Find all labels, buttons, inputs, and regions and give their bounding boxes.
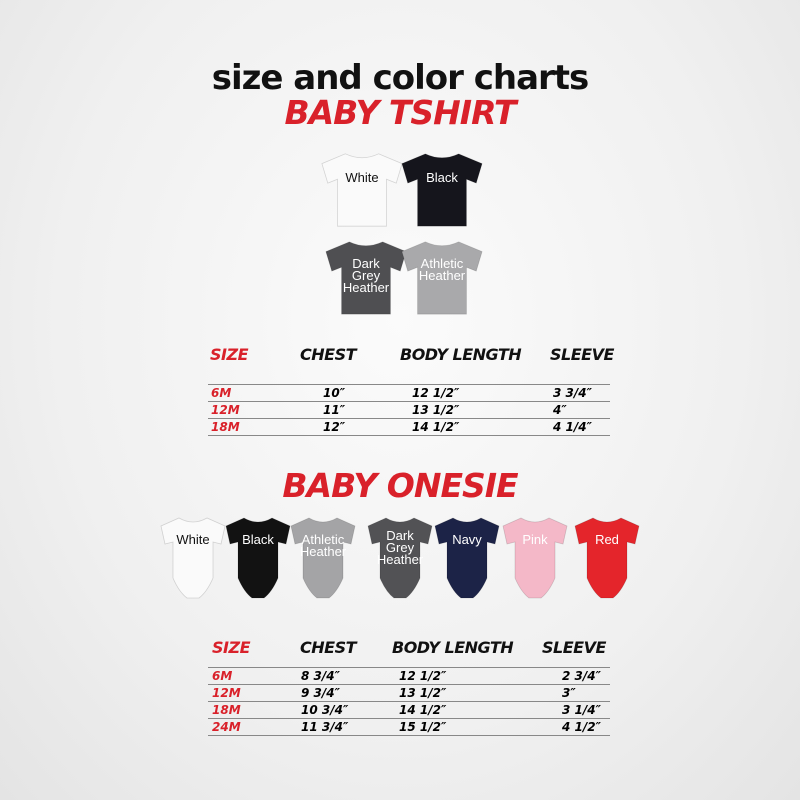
- size-cell: 6M: [212, 669, 233, 683]
- sleeve-cell: 3″: [562, 686, 576, 700]
- body-length-cell: 14 1/2″: [399, 703, 447, 717]
- onesie-shape: [225, 517, 291, 599]
- body-length-cell: 14 1/2″: [412, 420, 460, 434]
- tshirt-shape: [325, 241, 407, 315]
- size-cell: 12M: [211, 403, 240, 417]
- body-length-cell: 15 1/2″: [399, 720, 447, 734]
- tshirt-color-label: Black: [426, 170, 458, 185]
- tshirt-color-label: White: [345, 170, 379, 185]
- chest-cell: 12″: [323, 420, 346, 434]
- onesie-shape: [502, 517, 568, 599]
- onesie-swatch: White: [157, 512, 229, 604]
- tshirt-swatch: Black: [398, 148, 486, 232]
- sleeve-cell: 3 1/4″: [562, 703, 601, 717]
- chest-cell: 11″: [323, 403, 346, 417]
- body-length-cell: 12 1/2″: [399, 669, 447, 683]
- body-length-cell: 12 1/2″: [412, 386, 460, 400]
- onesie-swatch: Pink: [499, 512, 571, 604]
- onesie-swatch: Athletic Heather: [287, 512, 359, 604]
- column-header: BODY LENGTH: [392, 638, 514, 657]
- page-title: size and color charts: [211, 58, 590, 98]
- onesie-color-label: Dark Grey Heather: [376, 528, 424, 567]
- tshirt-shape: [321, 153, 403, 227]
- onesie-color-label: Navy: [452, 532, 482, 547]
- onesie-color-label: Red: [595, 532, 619, 547]
- onesie-shape: [290, 517, 356, 599]
- tshirt-shape: [401, 241, 483, 315]
- size-cell: 6M: [211, 386, 232, 400]
- sleeve-cell: 4″: [553, 403, 567, 417]
- size-cell: 18M: [211, 420, 240, 434]
- onesie-color-label: Pink: [522, 532, 548, 547]
- chest-cell: 11 3/4″: [301, 720, 349, 734]
- onesie-swatch: Black: [222, 512, 294, 604]
- tshirt-swatch: Dark Grey Heather: [322, 236, 410, 320]
- table-row: 12M 11″ 13 1/2″ 4″: [208, 401, 610, 419]
- onesie-shape: [574, 517, 640, 599]
- table-divider: [208, 435, 610, 436]
- sleeve-cell: 2 3/4″: [562, 669, 601, 683]
- onesie-shape: [160, 517, 226, 599]
- onesie-color-label: White: [176, 532, 210, 547]
- sleeve-cell: 4 1/4″: [553, 420, 592, 434]
- table-divider: [208, 735, 610, 736]
- onesie-color-label: Athletic Heather: [299, 532, 347, 559]
- size-cell: 18M: [212, 703, 241, 717]
- chest-cell: 9 3/4″: [301, 686, 340, 700]
- column-header: CHEST: [300, 345, 357, 364]
- tshirt-swatch: Athletic Heather: [398, 236, 486, 320]
- tshirt-color-label: Athletic Heather: [418, 256, 466, 283]
- column-header: CHEST: [300, 638, 357, 657]
- table-row: 24M 11 3/4″ 15 1/2″ 4 1/2″: [208, 718, 610, 736]
- table-row: 12M 9 3/4″ 13 1/2″ 3″: [208, 684, 610, 702]
- chest-cell: 10″: [323, 386, 346, 400]
- column-header: BODY LENGTH: [400, 345, 522, 364]
- table-row: 18M 12″ 14 1/2″ 4 1/4″: [208, 418, 610, 436]
- onesie-shape: [434, 517, 500, 599]
- onesie-color-label: Black: [242, 532, 274, 547]
- tshirt-shape: [401, 153, 483, 227]
- table-row: 6M 8 3/4″ 12 1/2″ 2 3/4″: [208, 667, 610, 685]
- body-length-cell: 13 1/2″: [412, 403, 460, 417]
- column-header: SIZE: [212, 638, 251, 657]
- table-row: 6M 10″ 12 1/2″ 3 3/4″: [208, 384, 610, 402]
- body-length-cell: 13 1/2″: [399, 686, 447, 700]
- column-header: SLEEVE: [542, 638, 606, 657]
- onesie-shape: [367, 517, 433, 599]
- column-header: SLEEVE: [550, 345, 614, 364]
- table-row: 18M 10 3/4″ 14 1/2″ 3 1/4″: [208, 701, 610, 719]
- onesie-swatch: Navy: [431, 512, 503, 604]
- tshirt-color-label: Dark Grey Heather: [342, 256, 390, 295]
- sleeve-cell: 4 1/2″: [562, 720, 601, 734]
- sleeve-cell: 3 3/4″: [553, 386, 592, 400]
- onesie-swatch: Red: [571, 512, 643, 604]
- onesie-swatch: Dark Grey Heather: [364, 512, 436, 604]
- tshirt-swatch: White: [318, 148, 406, 232]
- chest-cell: 8 3/4″: [301, 669, 340, 683]
- onesie-section-title: BABY ONESIE: [282, 466, 518, 505]
- chest-cell: 10 3/4″: [301, 703, 349, 717]
- size-cell: 12M: [212, 686, 241, 700]
- size-cell: 24M: [212, 720, 241, 734]
- column-header: SIZE: [210, 345, 249, 364]
- tshirt-section-title: BABY TSHIRT: [284, 93, 516, 132]
